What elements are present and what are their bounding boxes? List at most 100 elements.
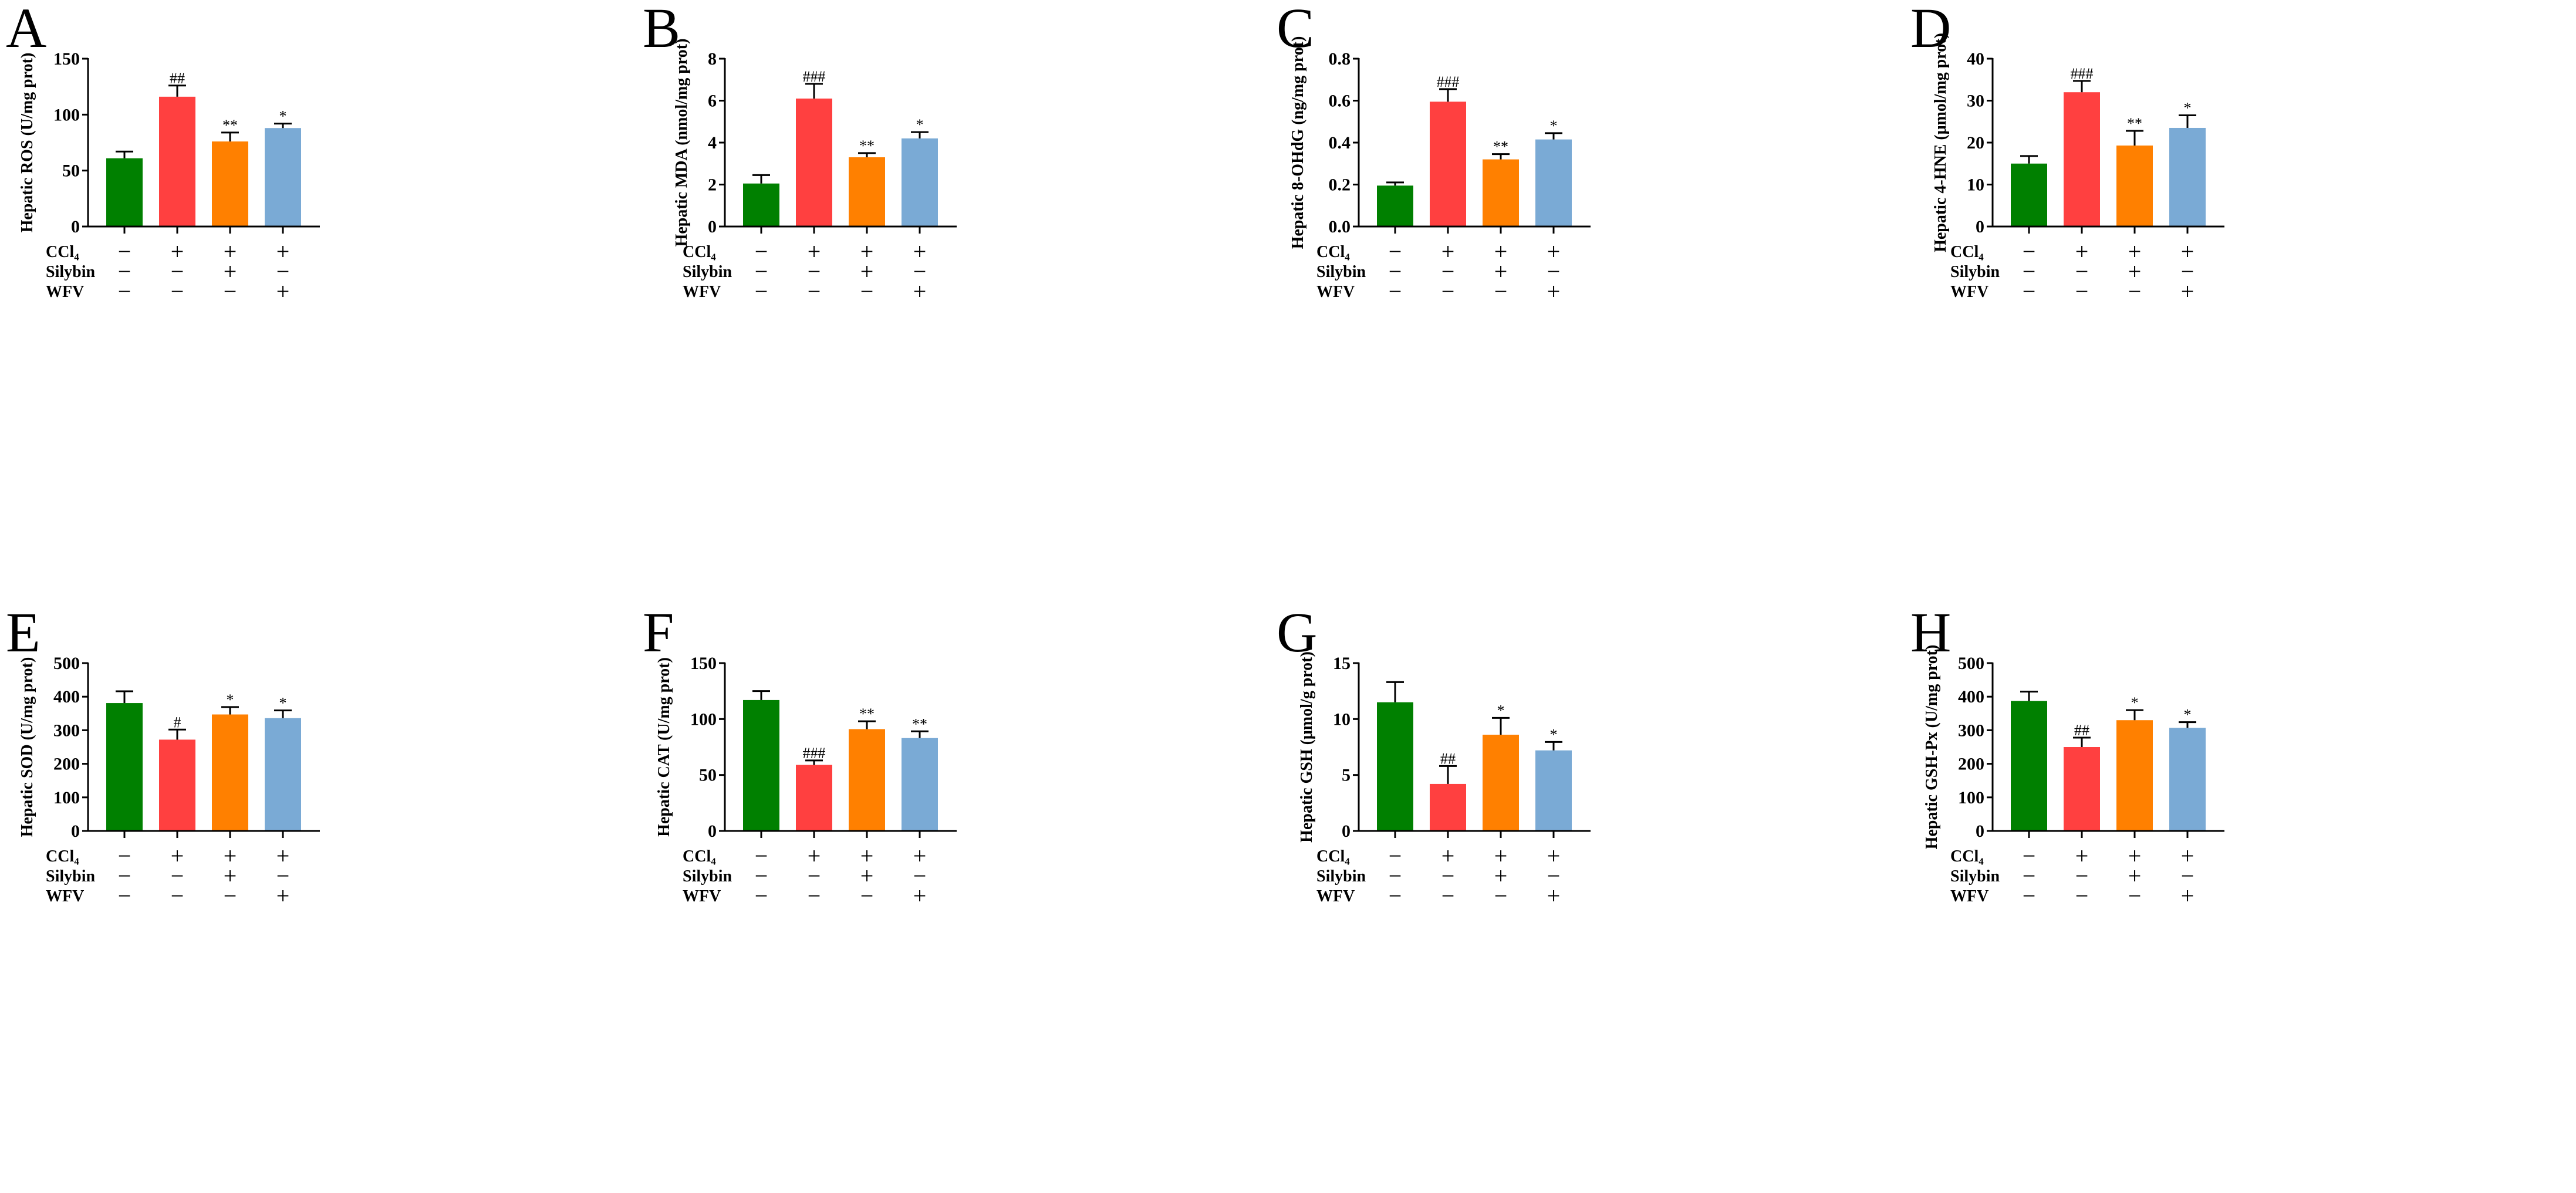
- treatment-symbol: −: [171, 278, 184, 305]
- significance-label: *: [2184, 707, 2192, 724]
- significance-label: **: [859, 705, 875, 722]
- panel-letter: B: [643, 0, 680, 59]
- bar: [2169, 728, 2206, 831]
- treatment-symbol: −: [224, 883, 237, 909]
- treatment-symbol: −: [276, 863, 290, 889]
- y-tick-label: 50: [699, 766, 717, 785]
- y-tick-label: 50: [62, 161, 80, 181]
- bar: [159, 96, 195, 227]
- treatment-symbol: +: [276, 238, 290, 265]
- treatment-symbol: +: [2128, 238, 2142, 265]
- significance-label: *: [1497, 702, 1505, 719]
- treatment-symbol: +: [1441, 238, 1455, 265]
- bar: [212, 141, 248, 227]
- treatment-symbol: −: [1441, 863, 1455, 889]
- bar: [2011, 701, 2047, 831]
- treatment-symbol: +: [913, 278, 927, 305]
- treatment-symbol: −: [224, 278, 237, 305]
- treatment-label: Silybin: [1316, 263, 1366, 281]
- panel-letter: H: [1910, 601, 1951, 664]
- treatment-symbol: −: [913, 863, 927, 889]
- y-tick-label: 0: [1342, 822, 1351, 841]
- treatment-symbol: −: [118, 278, 131, 305]
- significance-label: ##: [2074, 722, 2089, 739]
- treatment-symbol: +: [913, 843, 927, 869]
- treatment-symbol: +: [224, 863, 237, 889]
- treatment-label: CCl₄: [683, 243, 716, 261]
- treatment-symbol: +: [808, 843, 821, 869]
- treatment-symbol: −: [2023, 863, 2036, 889]
- bar: [849, 157, 885, 227]
- treatment-symbol: +: [2128, 843, 2142, 869]
- treatment-label: WFV: [46, 887, 84, 905]
- significance-label: *: [279, 695, 287, 712]
- y-tick-label: 500: [53, 654, 80, 673]
- treatment-symbol: −: [118, 238, 131, 265]
- significance-label: *: [1550, 726, 1558, 743]
- treatment-symbol: −: [2023, 883, 2036, 909]
- treatment-symbol: +: [2128, 863, 2142, 889]
- bar: [1377, 185, 1413, 227]
- treatment-symbol: −: [808, 863, 821, 889]
- treatment-symbol: +: [860, 258, 874, 285]
- bar: [2116, 146, 2153, 227]
- significance-label: **: [1493, 138, 1508, 156]
- treatment-symbol: −: [755, 883, 768, 909]
- treatment-symbol: −: [118, 843, 131, 869]
- treatment-symbol: +: [860, 843, 874, 869]
- y-tick-label: 400: [1958, 687, 1984, 707]
- panel-letter: G: [1277, 601, 1317, 664]
- bar: [743, 183, 779, 227]
- treatment-label: WFV: [1950, 283, 1988, 301]
- bar: [743, 699, 779, 831]
- treatment-symbol: −: [2181, 258, 2195, 285]
- treatment-label: CCl₄: [683, 847, 716, 866]
- treatment-symbol: +: [276, 883, 290, 909]
- bar: [1430, 102, 1466, 227]
- treatment-label: Silybin: [46, 867, 95, 886]
- bar: [106, 703, 143, 831]
- significance-label: ###: [1437, 73, 1460, 90]
- treatment-symbol: +: [1547, 883, 1561, 909]
- treatment-symbol: −: [1547, 258, 1561, 285]
- y-tick-label: 0: [708, 217, 717, 236]
- significance-label: ##: [1440, 750, 1456, 767]
- treatment-symbol: −: [1441, 258, 1455, 285]
- y-axis-label: Hepatic SOD (U/mg prot): [18, 657, 36, 837]
- y-tick-label: 200: [1958, 755, 1984, 774]
- significance-label: ##: [170, 70, 185, 87]
- significance-label: ###: [803, 745, 826, 762]
- treatment-symbol: +: [860, 863, 874, 889]
- treatment-symbol: −: [1441, 883, 1455, 909]
- y-tick-label: 100: [690, 709, 717, 729]
- treatment-symbol: −: [755, 843, 768, 869]
- treatment-symbol: +: [1494, 258, 1508, 285]
- y-axis-label: Hepatic MDA (nmol/mg prot): [673, 39, 691, 247]
- y-tick-label: 4: [708, 133, 717, 153]
- treatment-symbol: −: [171, 258, 184, 285]
- bar: [1483, 159, 1519, 227]
- treatment-symbol: +: [1547, 843, 1561, 869]
- treatment-symbol: −: [2023, 843, 2036, 869]
- y-tick-label: 0.4: [1329, 133, 1351, 153]
- y-tick-label: 0.8: [1329, 49, 1351, 69]
- treatment-symbol: +: [2181, 843, 2195, 869]
- treatment-symbol: +: [224, 258, 237, 285]
- treatment-symbol: +: [913, 238, 927, 265]
- y-tick-label: 300: [53, 721, 80, 740]
- y-tick-label: 0.2: [1329, 175, 1351, 195]
- bar: [2116, 720, 2153, 831]
- treatment-label: CCl₄: [46, 243, 79, 261]
- panel-f: F ### ** ** 0 50 100 150 Hepatic CAT (U/mg prot)…: [643, 601, 957, 909]
- treatment-symbol: −: [2075, 863, 2089, 889]
- treatment-label: Silybin: [1950, 867, 2000, 886]
- treatment-symbol: −: [808, 883, 821, 909]
- treatment-symbol: −: [755, 258, 768, 285]
- treatment-symbol: +: [1441, 843, 1455, 869]
- y-tick-label: 10: [1967, 175, 1984, 195]
- y-axis-label: Hepatic 8-OHdG (ng/mg prot): [1289, 36, 1307, 249]
